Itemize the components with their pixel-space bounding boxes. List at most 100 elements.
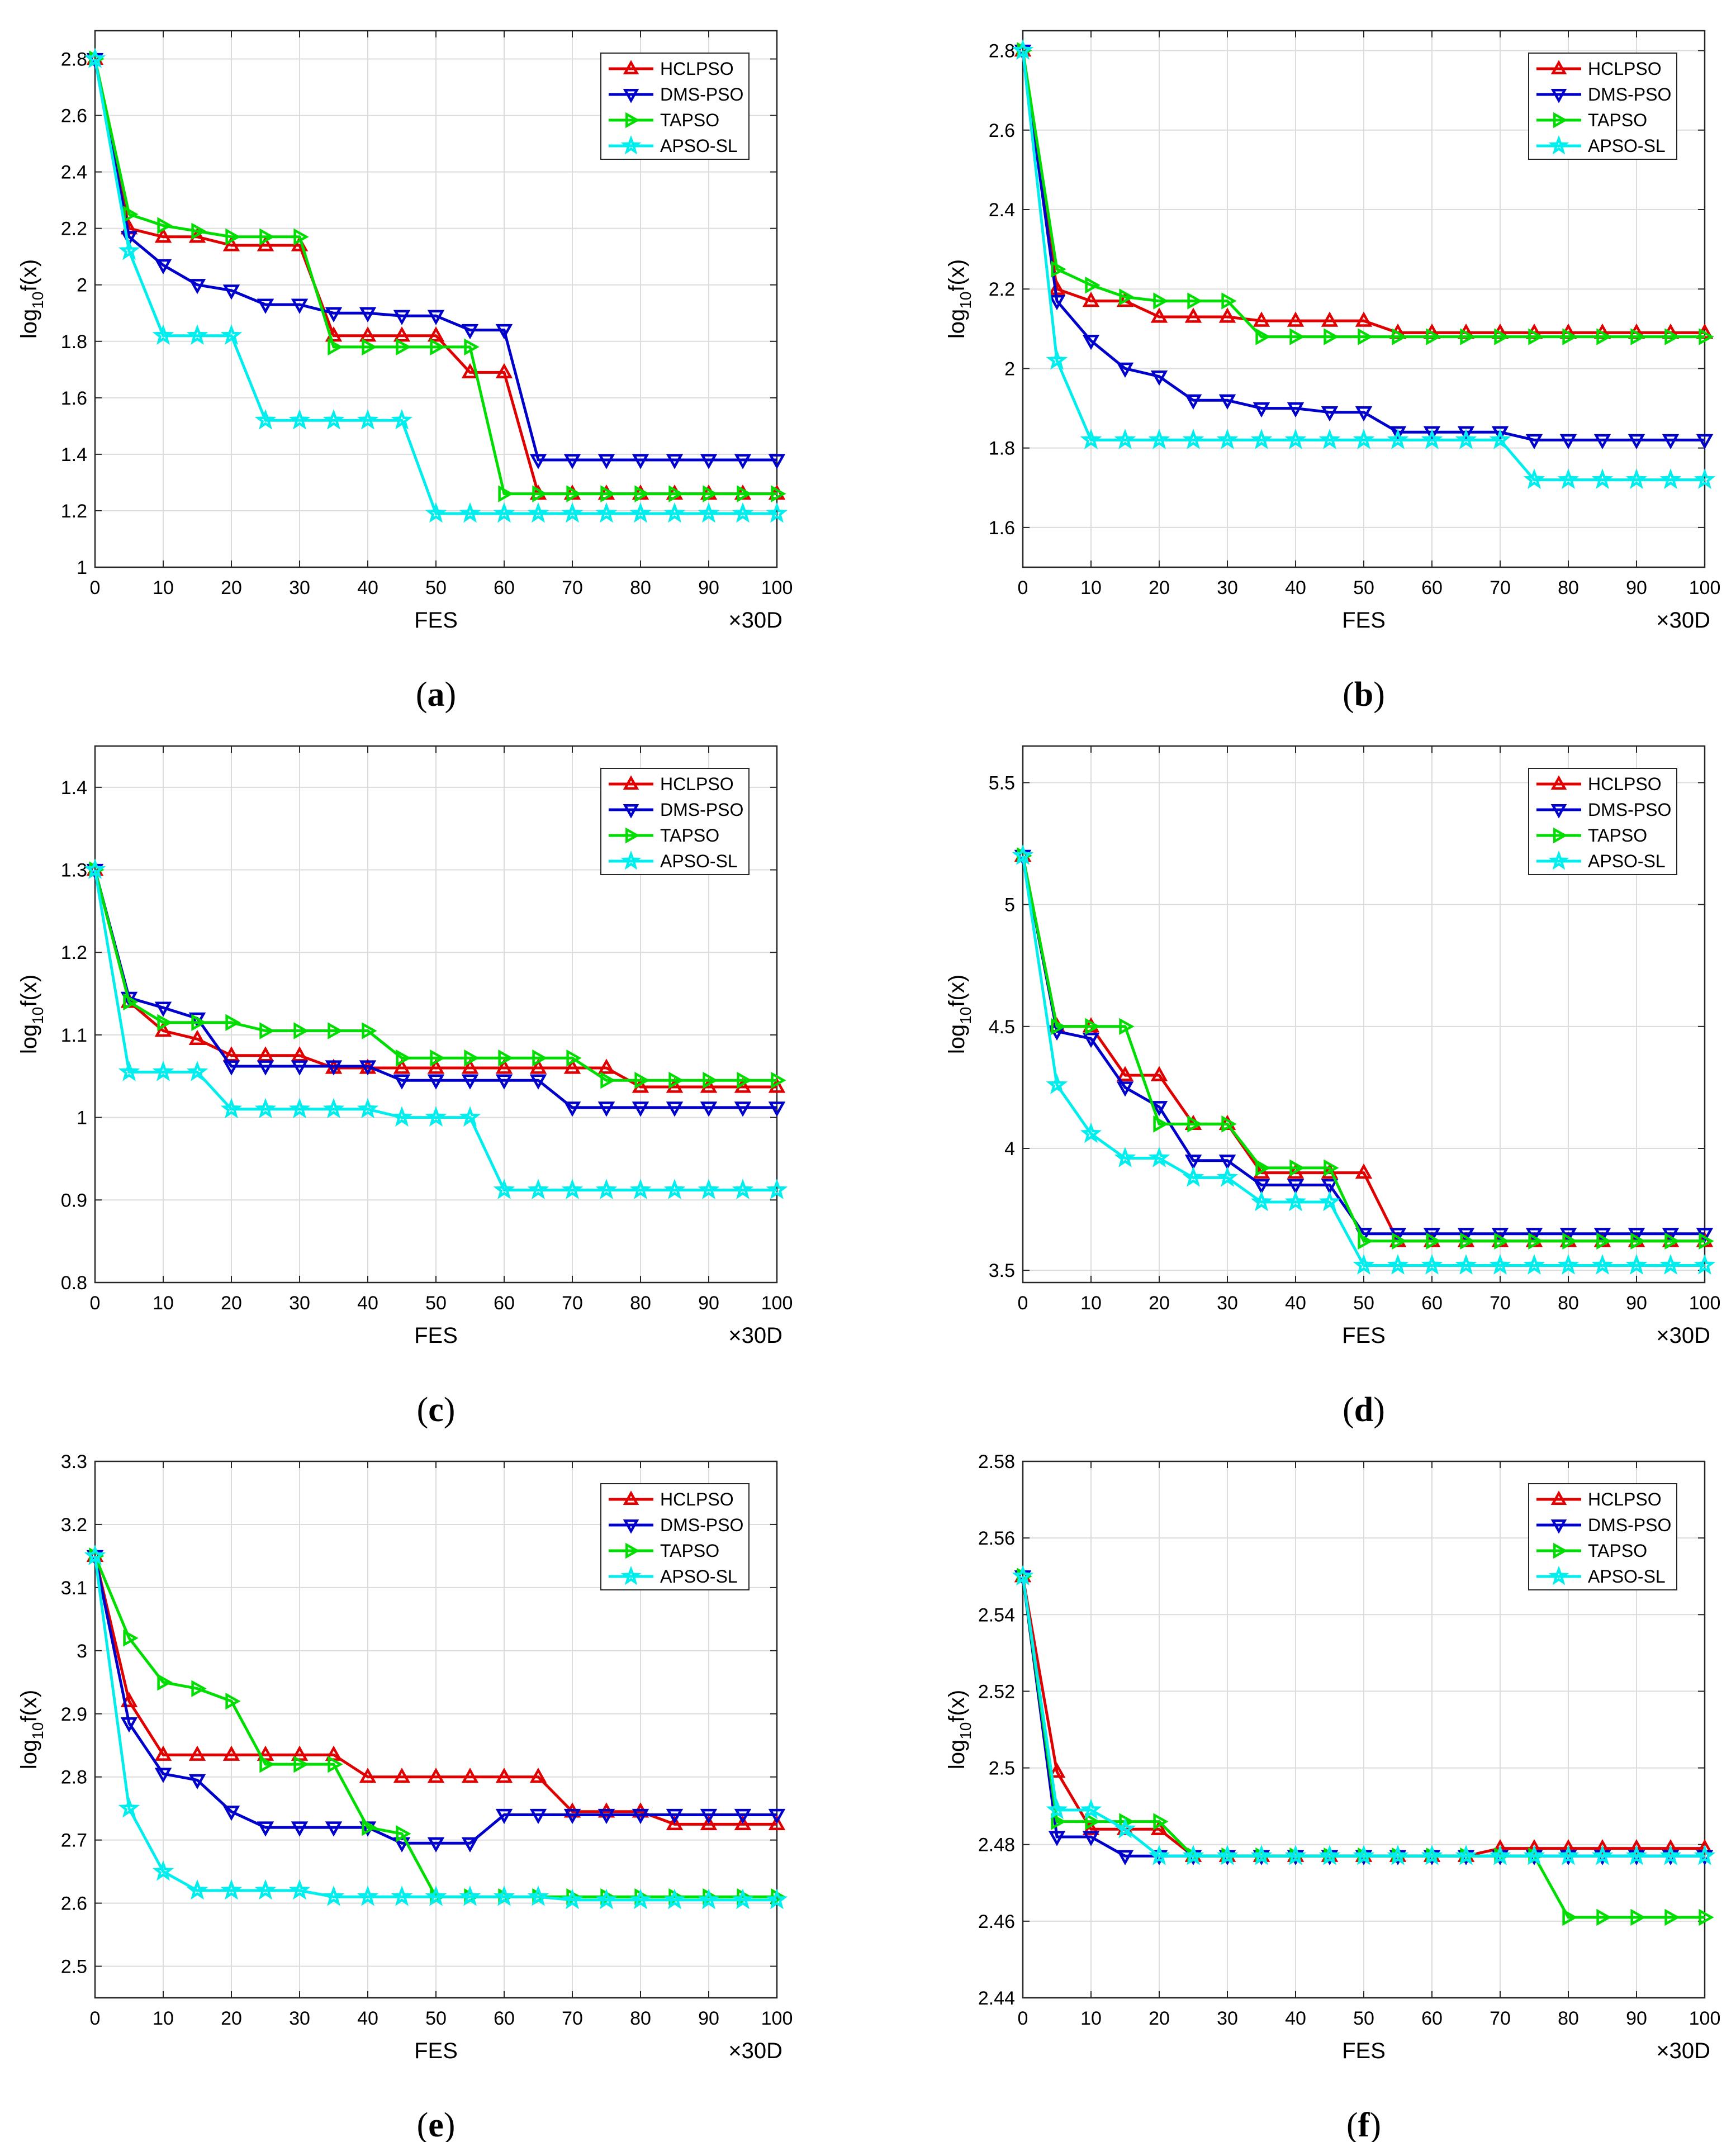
data-point-apso-sl — [1387, 1254, 1409, 1275]
chart-panel-f: 0 10 20 30 40 50 60 70 80 90 100 2.44 2.46 2.48 2.5 2.5… — [945, 1451, 1720, 2142]
data-point-dms-pso — [700, 454, 718, 469]
legend-label-hclpso: HCLPSO — [1588, 1489, 1662, 1509]
data-point-dms-pso — [154, 1768, 172, 1783]
data-point-apso-sl — [698, 1888, 720, 1910]
data-point-tapso — [1187, 292, 1203, 310]
legend-marker-dms-pso — [1550, 804, 1567, 819]
data-point-tapso — [362, 1022, 377, 1039]
series-line-apso-sl — [1021, 856, 1705, 1267]
data-point-tapso — [634, 485, 650, 502]
data-point-apso-sl — [152, 1860, 174, 1881]
x-tick-label: 30 — [1217, 1293, 1238, 1314]
x-tick-label: 50 — [1353, 1293, 1374, 1314]
x-tick-label: 90 — [698, 2008, 719, 2029]
legend-label-tapso: TAPSO — [660, 825, 719, 846]
y-tick-label: 2.52 — [978, 1681, 1015, 1702]
data-point-apso-sl — [1353, 1254, 1375, 1275]
data-point-dms-pso — [461, 324, 479, 340]
data-point-tapso — [634, 1071, 650, 1089]
series-line-dms-pso — [93, 869, 777, 1109]
data-point-apso-sl — [254, 409, 277, 430]
data-point-tapso — [1392, 328, 1407, 345]
data-point-dms-pso — [768, 1808, 786, 1825]
data-point-dms-pso — [1457, 426, 1475, 441]
series-line-dms-pso — [93, 59, 777, 462]
data-point-hclpso — [529, 1768, 547, 1783]
data-point-apso-sl — [1421, 1845, 1443, 1865]
data-point-apso-sl — [186, 1879, 208, 1900]
x-tick-label: 50 — [1353, 577, 1374, 599]
data-point-apso-sl — [186, 324, 208, 345]
data-point-apso-sl — [493, 502, 515, 523]
legend-marker-apso-sl — [1548, 1565, 1569, 1585]
data-point-dms-pso — [222, 1060, 240, 1076]
x-tick-label: 70 — [1490, 1293, 1511, 1314]
legend-marker-hclpso — [1550, 1490, 1567, 1505]
data-point-dms-pso — [495, 1808, 513, 1825]
data-point-apso-sl — [1182, 1845, 1204, 1865]
x-axis-multiplier: ×30D — [1656, 2039, 1710, 2063]
y-tick-label: 2 — [1004, 358, 1015, 379]
data-point-dms-pso — [359, 307, 377, 322]
data-point-dms-pso — [597, 1808, 615, 1825]
data-point-apso-sl — [1557, 1254, 1580, 1275]
data-point-dms-pso — [1150, 371, 1168, 386]
panel-caption: (a) — [416, 676, 456, 714]
data-point-tapso — [191, 1014, 207, 1032]
series-line-dms-pso — [1021, 50, 1705, 441]
data-point-apso-sl — [1284, 429, 1307, 449]
series-line-hclpso — [1021, 50, 1705, 334]
data-point-hclpso — [393, 1058, 411, 1074]
series-line-tapso — [93, 869, 777, 1082]
data-point-dms-pso — [1423, 426, 1441, 441]
x-axis-multiplier: ×30D — [728, 2039, 782, 2063]
y-tick-label: 1.4 — [61, 777, 87, 799]
x-tick-label: 10 — [153, 577, 174, 599]
data-point-apso-sl — [1046, 349, 1068, 370]
data-point-apso-sl — [732, 1888, 754, 1910]
data-point-apso-sl — [629, 1179, 652, 1199]
x-tick-label: 70 — [562, 1293, 583, 1314]
data-point-tapso — [123, 993, 139, 1011]
data-point-tapso — [1664, 328, 1680, 345]
data-point-tapso — [1289, 1159, 1305, 1177]
legend-marker-tapso — [625, 1542, 640, 1559]
data-point-apso-sl — [1114, 1147, 1136, 1167]
data-point-apso-sl — [1216, 1166, 1239, 1187]
x-tick-label: 0 — [1018, 2008, 1028, 2029]
legend-marker-tapso — [1553, 1542, 1568, 1559]
data-point-apso-sl — [1114, 1818, 1136, 1839]
data-point-dms-pso — [529, 1808, 547, 1825]
data-point-dms-pso — [1253, 1179, 1270, 1195]
data-point-apso-sl — [357, 409, 379, 430]
data-point-hclpso — [1116, 1066, 1134, 1081]
legend-marker-apso-sl — [1548, 135, 1569, 155]
x-tick-label: 30 — [289, 577, 310, 599]
panel-caption: (e) — [417, 2106, 456, 2142]
legend-label-tapso: TAPSO — [1588, 110, 1647, 130]
data-point-apso-sl — [1489, 429, 1511, 449]
data-point-hclpso — [222, 1046, 240, 1062]
legend-label-apso-sl: APSO-SL — [1588, 1566, 1666, 1587]
data-point-apso-sl — [561, 1888, 584, 1910]
data-point-dms-pso — [1150, 1101, 1168, 1117]
x-tick-label: 70 — [562, 577, 583, 599]
x-tick-label: 0 — [90, 1293, 101, 1314]
data-point-hclpso — [154, 1745, 172, 1761]
data-point-apso-sl — [1557, 468, 1580, 489]
data-point-tapso — [1392, 1232, 1407, 1250]
data-point-dms-pso — [1593, 434, 1611, 450]
data-point-dms-pso — [291, 1821, 309, 1837]
data-point-apso-sl — [1659, 1845, 1682, 1865]
data-point-apso-sl — [1012, 844, 1034, 865]
x-tick-label: 30 — [289, 2008, 310, 2029]
data-point-dms-pso — [1218, 1155, 1236, 1170]
y-axis-label: log10f(x) — [17, 1690, 46, 1769]
x-tick-label: 40 — [1285, 577, 1306, 599]
data-point-apso-sl — [663, 1888, 686, 1910]
x-axis-label: FES — [1342, 2039, 1386, 2063]
legend-marker-tapso — [1553, 112, 1568, 129]
x-tick-label: 100 — [1689, 1293, 1721, 1314]
data-point-tapso — [1494, 1232, 1510, 1250]
data-point-hclpso — [427, 1058, 445, 1074]
